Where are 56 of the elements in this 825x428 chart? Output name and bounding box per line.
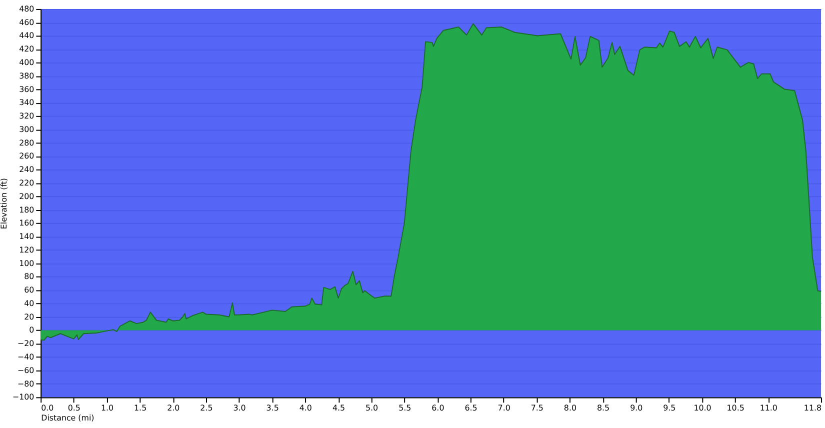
y-tick-label: 60 — [24, 286, 34, 295]
x-tick-label: 1.5 — [134, 404, 147, 413]
y-tick-label: −60 — [17, 366, 34, 375]
x-tick-label: 0.0 — [41, 404, 54, 413]
x-tick-label: 3.5 — [266, 404, 279, 413]
y-tick-label: 180 — [19, 205, 34, 214]
y-tick-label: −20 — [17, 339, 34, 348]
x-tick-label: 6.0 — [432, 404, 444, 413]
x-tick-label: 9.0 — [630, 404, 643, 413]
x-tick-label: 10.5 — [726, 404, 744, 413]
y-tick-label: 360 — [19, 84, 34, 94]
x-tick-label: 8.0 — [564, 404, 576, 413]
y-tick-label: 420 — [19, 44, 34, 54]
y-tick-label: −40 — [17, 352, 34, 362]
x-tick-label: 4.0 — [299, 404, 312, 413]
x-tick-label: 6.5 — [464, 404, 478, 413]
y-tick-label: 380 — [19, 71, 34, 80]
x-tick-label: 9.5 — [663, 404, 676, 413]
x-tick-label: 1.0 — [100, 404, 114, 413]
y-tick-label: 20 — [24, 312, 34, 322]
y-tick-label: 140 — [19, 232, 34, 242]
y-tick-label: 80 — [24, 272, 34, 282]
y-tick-label: −80 — [17, 379, 34, 388]
y-tick-label: 220 — [19, 178, 34, 188]
y-tick-label: 100 — [19, 258, 34, 268]
y-tick-label: 120 — [19, 245, 34, 254]
y-tick-label: 400 — [19, 58, 34, 67]
y-tick-label: 460 — [19, 18, 34, 27]
x-tick-label: 7.0 — [498, 404, 510, 413]
y-tick-label: −100 — [12, 392, 34, 402]
x-tick-label: 8.5 — [596, 404, 610, 413]
x-axis-title: Distance (mi) — [41, 413, 94, 422]
x-tick-label: 11.8 — [804, 404, 822, 413]
x-tick-label: 10.0 — [694, 404, 712, 413]
y-tick-label: 440 — [19, 31, 34, 40]
x-tick-label: 4.5 — [332, 404, 346, 413]
y-tick-label: 300 — [19, 124, 34, 134]
x-tick-label: 2.0 — [167, 404, 180, 413]
y-tick-label: 480 — [19, 4, 34, 14]
x-tick-label: 7.5 — [530, 404, 544, 413]
y-tick-label: 340 — [19, 98, 34, 108]
y-tick-label: 160 — [19, 218, 34, 228]
y-tick-label: 320 — [19, 112, 34, 121]
y-tick-label: 200 — [19, 192, 34, 201]
x-tick-label: 3.0 — [233, 404, 246, 413]
x-tick-label: 5.5 — [398, 404, 412, 413]
x-tick-label: 0.5 — [68, 404, 80, 413]
x-tick-label: 11.0 — [760, 404, 778, 413]
x-tick-label: 5.0 — [366, 404, 378, 413]
y-tick-label: 40 — [24, 298, 34, 308]
y-axis-title: Elevation (ft) — [0, 178, 8, 230]
y-tick-label: 0 — [29, 326, 34, 335]
y-tick-label: 240 — [19, 165, 34, 174]
x-tick-label: 2.5 — [200, 404, 213, 413]
y-tick-label: 260 — [19, 152, 34, 161]
y-tick-label: 280 — [19, 138, 34, 148]
